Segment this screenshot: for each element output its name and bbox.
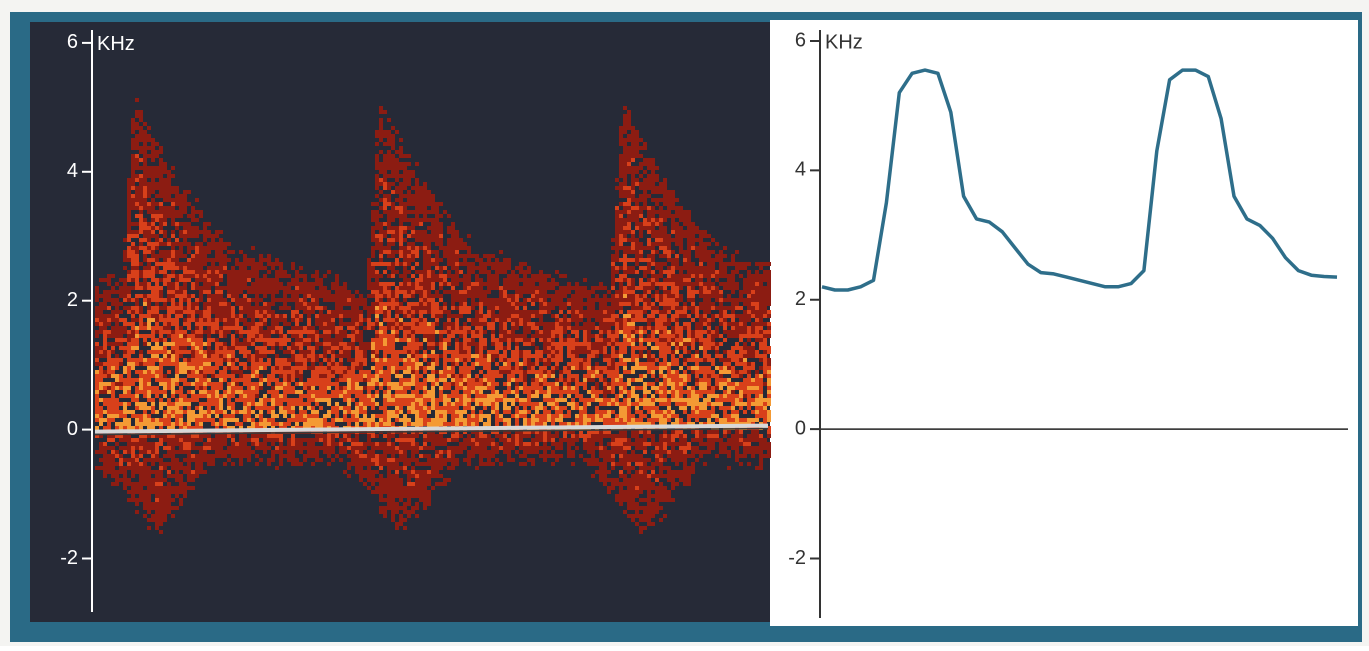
y-tick-label: 6 xyxy=(67,31,78,53)
y-tick-label: 2 xyxy=(67,289,78,311)
envelope-panel xyxy=(770,20,1358,626)
spectrogram xyxy=(94,98,771,534)
speckles xyxy=(95,154,771,502)
baseline xyxy=(94,423,769,434)
y-tick-label: 2 xyxy=(795,288,806,310)
speckles xyxy=(95,98,771,534)
speckles xyxy=(95,294,771,430)
y-tick-label: 6 xyxy=(795,29,806,51)
envelope-line xyxy=(821,68,1338,292)
y-tick-label: 4 xyxy=(67,160,78,182)
y-tick-label: 0 xyxy=(795,417,806,439)
y-tick-label: 4 xyxy=(795,159,806,181)
y-tick-label: -2 xyxy=(60,547,78,569)
baseline-shadow xyxy=(94,427,769,436)
y-tick-label: -2 xyxy=(788,547,806,569)
axis-unit: KHz xyxy=(825,31,863,53)
y-tick-label: 0 xyxy=(67,418,78,440)
axis-unit: KHz xyxy=(97,33,135,55)
